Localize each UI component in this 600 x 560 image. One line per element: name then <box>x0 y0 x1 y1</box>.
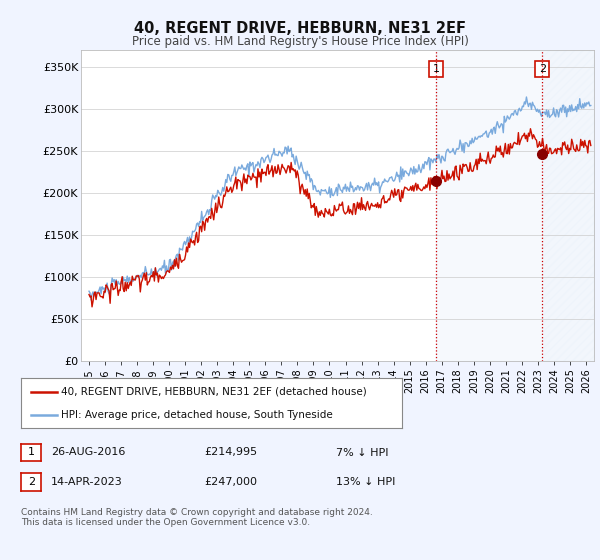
Text: 40, REGENT DRIVE, HEBBURN, NE31 2EF: 40, REGENT DRIVE, HEBBURN, NE31 2EF <box>134 21 466 36</box>
Text: HPI: Average price, detached house, South Tyneside: HPI: Average price, detached house, Sout… <box>61 410 333 420</box>
Text: 2: 2 <box>28 477 35 487</box>
Text: 1: 1 <box>433 64 440 74</box>
Text: £214,995: £214,995 <box>204 447 257 458</box>
Text: £247,000: £247,000 <box>204 477 257 487</box>
Text: Price paid vs. HM Land Registry's House Price Index (HPI): Price paid vs. HM Land Registry's House … <box>131 35 469 48</box>
Bar <box>542 50 594 361</box>
Text: 7% ↓ HPI: 7% ↓ HPI <box>336 447 389 458</box>
Text: 40, REGENT DRIVE, HEBBURN, NE31 2EF (detached house): 40, REGENT DRIVE, HEBBURN, NE31 2EF (det… <box>61 386 367 396</box>
Text: 14-APR-2023: 14-APR-2023 <box>51 477 123 487</box>
Text: 1: 1 <box>28 447 35 458</box>
Bar <box>436 50 594 361</box>
Text: Contains HM Land Registry data © Crown copyright and database right 2024.
This d: Contains HM Land Registry data © Crown c… <box>21 508 373 528</box>
Text: 2: 2 <box>539 64 546 74</box>
Text: 26-AUG-2016: 26-AUG-2016 <box>51 447 125 458</box>
Text: 13% ↓ HPI: 13% ↓ HPI <box>336 477 395 487</box>
